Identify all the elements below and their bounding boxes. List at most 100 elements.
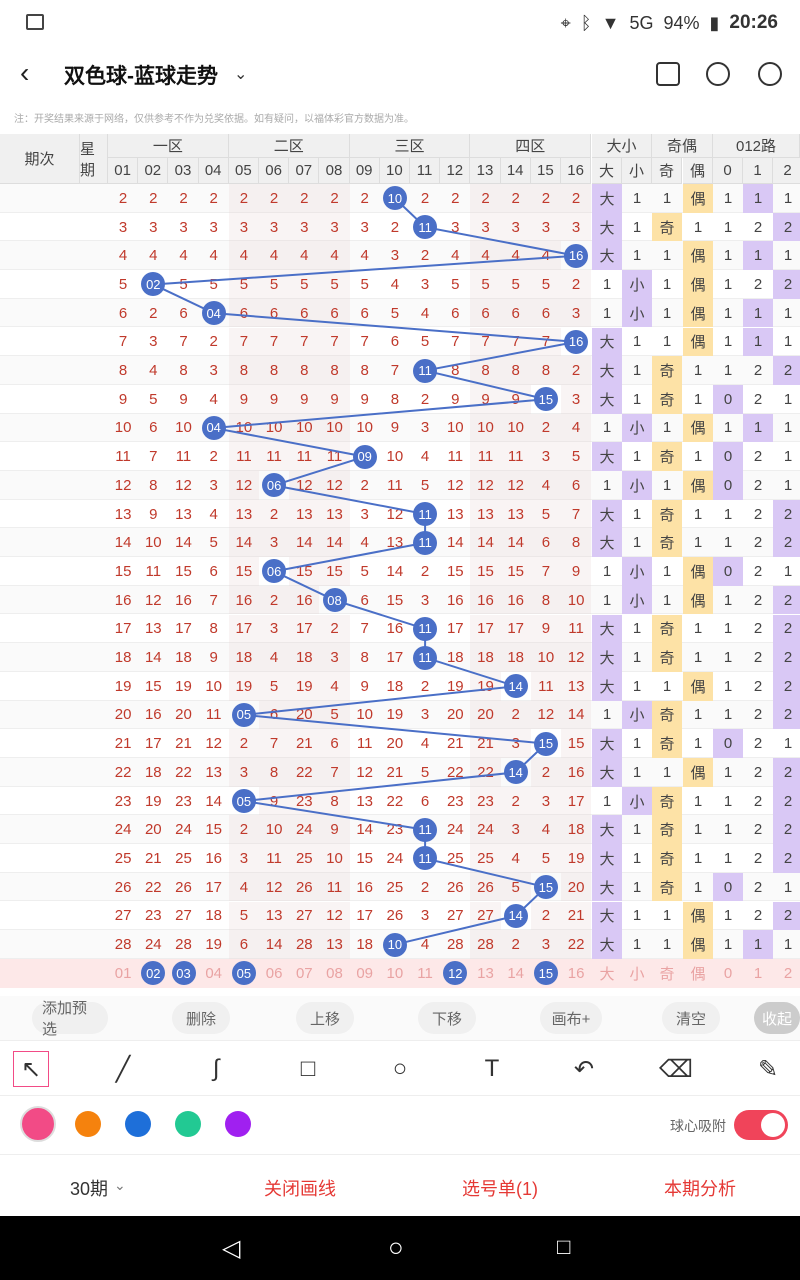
omission-cell: 5 bbox=[149, 390, 158, 408]
page-title[interactable]: 双色球-蓝球走势 bbox=[64, 65, 218, 88]
trend-table[interactable]: 期次 星期 一区 二区 三区 四区 大小 奇偶 012路 01 02 03 04 05 06 07 08 09 10… bbox=[0, 134, 800, 996]
nav-back-icon[interactable]: ◁ bbox=[222, 1235, 241, 1262]
extra-cell: 1 bbox=[632, 620, 642, 638]
omission-cell: 9 bbox=[228, 384, 259, 414]
omission-cell: 10 bbox=[470, 413, 501, 443]
color-swatch-blue[interactable] bbox=[125, 1111, 151, 1137]
omission-cell: 7 bbox=[259, 729, 290, 758]
omission-cell: 7 bbox=[360, 333, 369, 351]
color-swatch-orange[interactable] bbox=[75, 1111, 101, 1137]
circle-tool-icon[interactable]: ○ bbox=[392, 1055, 408, 1082]
blue-ball: 16 bbox=[564, 243, 589, 268]
extra-cell: 奇 bbox=[652, 442, 682, 471]
issue-column-header[interactable]: 期次 bbox=[0, 134, 80, 184]
extra-cell: 1 bbox=[632, 649, 642, 667]
extra-cell: 1 bbox=[693, 390, 703, 408]
blue-ball: 15 bbox=[533, 875, 558, 900]
picked-ball[interactable]: 03 bbox=[171, 961, 196, 986]
canvas-plus-button[interactable]: 画布+ bbox=[540, 1002, 602, 1034]
brush-icon[interactable]: ✎ bbox=[757, 1055, 779, 1083]
omission-cell: 3 bbox=[149, 333, 158, 351]
omission-cell: 19 bbox=[470, 671, 501, 701]
select-arrow-icon[interactable]: ↖ bbox=[13, 1051, 49, 1087]
omission-cell: 25 bbox=[175, 849, 192, 867]
omission-cell: 4 bbox=[360, 247, 369, 265]
color-swatch-green[interactable] bbox=[175, 1111, 201, 1137]
extra-cell: 偶 bbox=[683, 241, 713, 271]
extra-cell: 小 bbox=[622, 557, 652, 586]
move-up-button[interactable]: 上移 bbox=[296, 1002, 354, 1034]
omission-cell: 15 bbox=[500, 557, 531, 586]
layout-icon[interactable] bbox=[656, 62, 680, 86]
chevron-down-icon[interactable]: ⌄ bbox=[114, 1177, 126, 1193]
color-swatch-pink[interactable] bbox=[20, 1106, 56, 1142]
delete-button[interactable]: 删除 bbox=[172, 1002, 230, 1034]
curve-tool-icon[interactable]: ∫ bbox=[212, 1055, 220, 1082]
omission-cell: 2 bbox=[420, 677, 430, 695]
extra-cell: 大 bbox=[592, 356, 622, 385]
extra-subheader: 2 bbox=[773, 158, 800, 184]
add-preselect-button[interactable]: 添加预选 bbox=[32, 1000, 108, 1038]
rectangle-tool-icon[interactable]: □ bbox=[300, 1055, 316, 1082]
omission-cell: 4 bbox=[289, 241, 320, 271]
pick-list-button[interactable]: 选号单(1) bbox=[462, 1179, 538, 1199]
close-drawing-button[interactable]: 关闭画线 bbox=[264, 1179, 336, 1199]
back-arrow-icon[interactable]: ‹ bbox=[20, 57, 30, 88]
extra-cell: 0 bbox=[713, 557, 743, 586]
extra-cell: 1 bbox=[783, 304, 793, 322]
extra-cell: 2 bbox=[753, 390, 763, 408]
omission-cell: 6 bbox=[360, 591, 369, 609]
omission-cell: 22 bbox=[386, 792, 404, 810]
omission-cell: 10 bbox=[446, 419, 464, 437]
omission-cell: 5 bbox=[530, 270, 561, 299]
nav-home-icon[interactable]: ○ bbox=[388, 1232, 404, 1262]
omission-cell: 8 bbox=[360, 649, 369, 667]
omission-cell: 10 bbox=[500, 413, 531, 443]
extra-cell: 1 bbox=[632, 763, 642, 781]
color-swatch-purple[interactable] bbox=[225, 1111, 251, 1137]
extra-cell: 1 bbox=[693, 735, 703, 753]
chevron-down-icon[interactable]: ⌄ bbox=[234, 66, 248, 83]
extra-cell: 1 bbox=[743, 413, 773, 443]
undo-icon[interactable]: ↶ bbox=[573, 1055, 595, 1083]
extra-cell: 1 bbox=[693, 821, 703, 839]
extra-cell: 1 bbox=[783, 247, 793, 265]
omission-cell: 12 bbox=[114, 476, 132, 494]
omission-cell: 13 bbox=[446, 505, 464, 523]
omission-cell: 2 bbox=[360, 189, 369, 207]
number-header: 03 bbox=[168, 158, 199, 184]
magnet-toggle[interactable] bbox=[734, 1110, 788, 1140]
clear-button[interactable]: 清空 bbox=[662, 1002, 720, 1034]
omission-cell: 22 bbox=[289, 758, 320, 787]
share-icon[interactable] bbox=[706, 62, 730, 86]
extra-cell: 2 bbox=[753, 562, 763, 580]
extra-cell: 奇 bbox=[652, 815, 682, 845]
omission-cell: 14 bbox=[386, 562, 404, 580]
omission-cell: 4 bbox=[319, 241, 350, 271]
omission-cell: 19 bbox=[175, 677, 192, 695]
extra-cell: 1 bbox=[632, 218, 642, 236]
omission-cell: 3 bbox=[530, 442, 561, 471]
picked-ball[interactable]: 05 bbox=[231, 961, 256, 986]
period-selector[interactable]: 30期 bbox=[70, 1179, 109, 1199]
extra-cell: 奇 bbox=[652, 499, 682, 529]
analysis-button[interactable]: 本期分析 bbox=[664, 1179, 736, 1199]
picked-ball[interactable]: 15 bbox=[533, 961, 558, 986]
line-tool-icon[interactable]: ╱ bbox=[115, 1055, 131, 1083]
nav-recents-icon[interactable]: □ bbox=[557, 1234, 571, 1259]
omission-cell: 14 bbox=[114, 534, 132, 552]
omission-cell: 12 bbox=[356, 763, 374, 781]
settings-icon[interactable] bbox=[758, 62, 782, 86]
omission-cell: 4 bbox=[209, 247, 218, 265]
eraser-icon[interactable]: ⌫ bbox=[659, 1055, 693, 1083]
omission-cell: 17 bbox=[175, 620, 192, 638]
blue-ball: 11 bbox=[413, 502, 438, 527]
omission-cell: 12 bbox=[205, 735, 223, 753]
omission-cell: 8 bbox=[149, 476, 158, 494]
omission-cell: 5 bbox=[319, 270, 350, 299]
omission-cell: 9 bbox=[530, 614, 561, 644]
collapse-button[interactable]: 收起 bbox=[754, 1002, 800, 1034]
omission-cell: 21 bbox=[114, 735, 132, 753]
text-tool-icon[interactable]: T bbox=[484, 1055, 500, 1082]
move-down-button[interactable]: 下移 bbox=[418, 1002, 476, 1034]
